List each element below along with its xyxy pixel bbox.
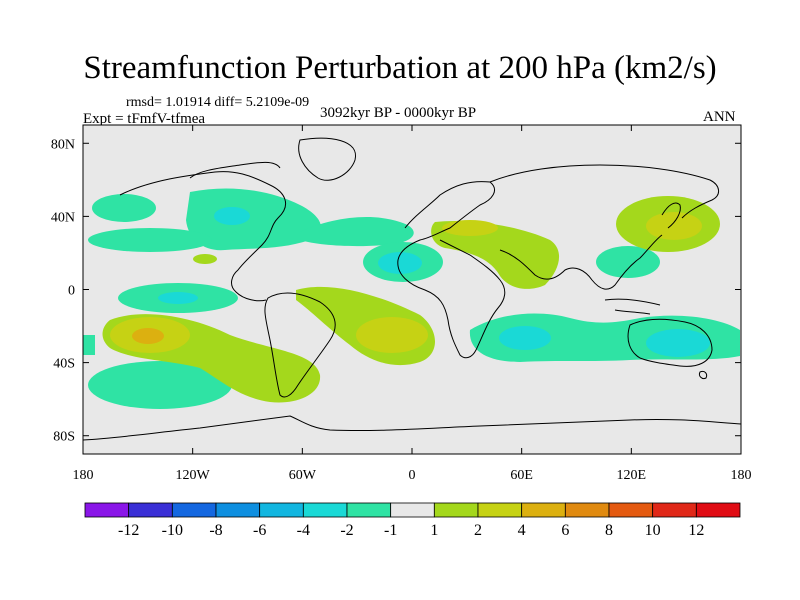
colorbar-swatch [433, 502, 479, 518]
colorbar-label: -4 [297, 522, 310, 539]
contour-north-america-core [214, 207, 250, 225]
colorbar-label: -12 [118, 522, 139, 539]
colorbar-label: -8 [209, 522, 222, 539]
contour-west-edge [83, 335, 95, 355]
contour-small-positive [193, 254, 217, 264]
coast-south-america [264, 292, 336, 398]
contour-north-pacific-band [88, 228, 212, 252]
colorbar-swatch [128, 502, 173, 518]
coast-australia [627, 318, 713, 367]
lat-tick-label: 40S [53, 357, 75, 372]
colorbar-label: 10 [645, 522, 661, 539]
colorbar-swatch [521, 502, 566, 518]
colorbar-label: 8 [605, 522, 613, 539]
contour-south-pacific-core [132, 328, 164, 344]
colorbar-swatch [84, 502, 130, 518]
period-label: 3092kyr BP - 0000kyr BP [320, 105, 477, 121]
coast-arctic-canada [189, 161, 281, 179]
contour-indian-ocean-core [499, 326, 551, 350]
contour-south-china [596, 246, 660, 278]
lat-tick-label: 80N [51, 137, 75, 152]
lon-tick-label: 0 [409, 468, 416, 483]
colorbar-swatch [695, 502, 741, 518]
colorbar-label: -1 [384, 522, 397, 539]
colorbar-label: -6 [253, 522, 266, 539]
lon-tick-label: 180 [73, 468, 94, 483]
map-title: Streamfunction Perturbation at 200 hPa (… [83, 50, 717, 86]
colorbar-swatch [346, 502, 392, 518]
colorbar-label: -2 [340, 522, 353, 539]
coast-south-asia [499, 234, 663, 290]
colorbar-swatch [302, 502, 348, 518]
colorbar-swatch [259, 502, 304, 518]
colorbar-swatch [652, 502, 697, 518]
season-label: ANN [703, 109, 736, 125]
coast-europe-africa [397, 181, 506, 359]
contour-mediterranean-core [442, 220, 498, 236]
lon-tick-label: 180 [731, 468, 752, 483]
colorbar: -12 -10 -8 -6 -4 -2 -1 1 2 4 6 8 10 12 [84, 502, 741, 539]
colorbar-swatch [608, 502, 654, 518]
colorbar-swatch [171, 502, 217, 518]
colorbar-label: 4 [518, 522, 526, 539]
colorbar-label: 1 [430, 522, 438, 539]
lon-tick-label: 60W [289, 468, 317, 483]
stats-label: rmsd= 1.01914 diff= 5.2109e-09 [126, 95, 310, 110]
contour-west-africa-core [378, 252, 422, 274]
colorbar-swatch [564, 502, 610, 518]
contour-equatorial-pacific-core [158, 292, 198, 304]
coast-tasmania [699, 371, 708, 379]
coast-antarctica [83, 415, 741, 441]
coast-indonesia [604, 298, 661, 315]
contour-south-pacific-east [88, 361, 232, 409]
lon-tick-label: 120E [617, 468, 647, 483]
contour-mediterranean [431, 220, 560, 289]
contour-atlantic-band [300, 217, 414, 247]
colorbar-label: 12 [688, 522, 704, 539]
colorbar-swatch [215, 502, 261, 518]
colorbar-label: 6 [561, 522, 569, 539]
coastlines [83, 137, 741, 441]
axis-ticks: 80N 40N 0 40S 80S 180 120W 60W 0 60E 120E 180 [51, 125, 752, 483]
colorbar-label: 2 [474, 522, 482, 539]
colorbar-swatch [477, 502, 523, 518]
coast-northern-asia [489, 164, 719, 219]
coast-greenland [298, 137, 356, 181]
contour-north-pacific-west-core [646, 212, 702, 240]
contour-north-pacific [92, 194, 156, 222]
contour-south-atlantic-core [356, 317, 428, 353]
coast-north-america [119, 171, 287, 302]
colorbar-swatch [390, 502, 435, 518]
lat-tick-label: 40N [51, 210, 75, 225]
contour-australia-core [646, 329, 710, 357]
lat-tick-label: 0 [68, 284, 75, 299]
lon-tick-label: 120W [176, 468, 211, 483]
lon-tick-label: 60E [510, 468, 533, 483]
lat-tick-label: 80S [53, 430, 75, 445]
experiment-label: Expt = tFmfV-tfmea [83, 111, 206, 127]
coast-japan [661, 202, 681, 229]
contour-north-america [186, 188, 321, 251]
contour-fields [83, 188, 740, 409]
colorbar-label: -10 [162, 522, 183, 539]
